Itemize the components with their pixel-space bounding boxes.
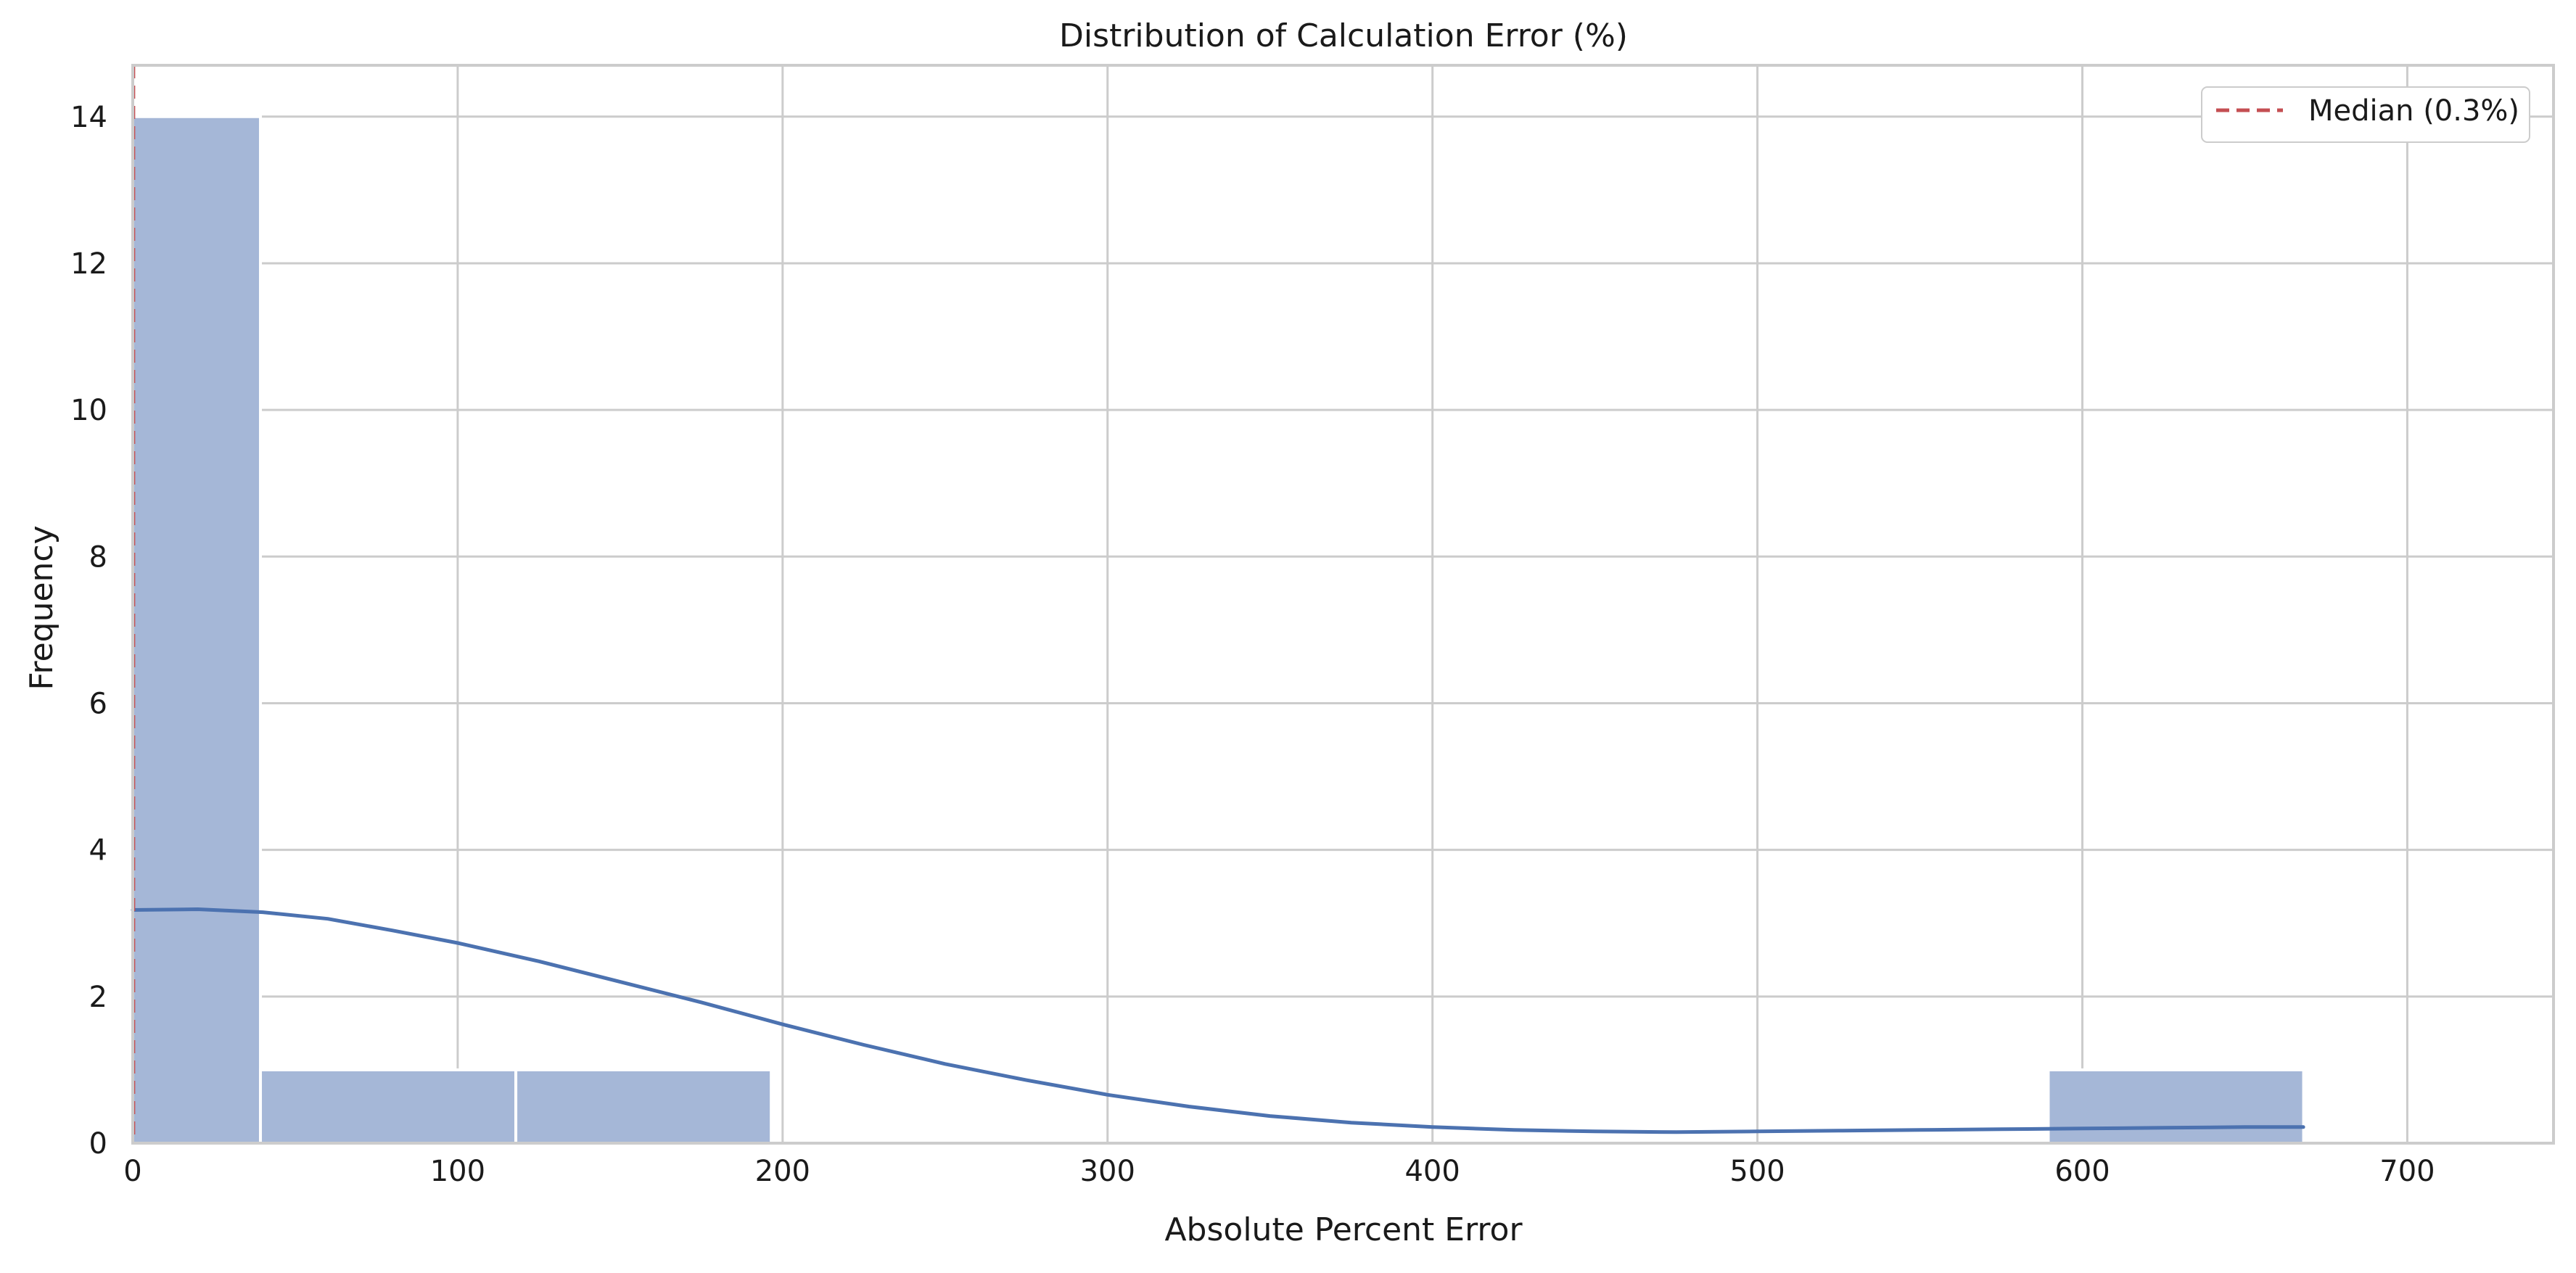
- kde-curve-group: [131, 907, 2305, 1134]
- y-tick-label-10: 10: [70, 394, 107, 427]
- x-tick-label-300: 300: [1080, 1155, 1135, 1188]
- histogram-bar-4: [2046, 1068, 2305, 1145]
- histogram-bar-1: [131, 115, 263, 1145]
- legend: Median (0.3%): [2201, 86, 2530, 143]
- plot-background: [133, 65, 2554, 1143]
- x-tick-label-500: 500: [1729, 1155, 1785, 1188]
- y-axis-title: Frequency: [23, 525, 60, 690]
- y-tick-label-14: 14: [70, 101, 107, 134]
- grid-lines: [131, 65, 2554, 1145]
- y-tick-label-2: 2: [89, 981, 107, 1014]
- x-tick-label-400: 400: [1404, 1155, 1460, 1188]
- y-tick-label-6: 6: [89, 687, 107, 720]
- tick-labels: 0 100 200 300 400 500 600 700 0 2 4 6 8 10 12 14: [70, 101, 2435, 1188]
- histogram-bar-2: [259, 1068, 518, 1145]
- x-axis-title: Absolute Percent Error: [1164, 1211, 1523, 1248]
- x-tick-label-100: 100: [430, 1155, 485, 1188]
- y-tick-label-0: 0: [89, 1127, 107, 1161]
- legend-box: [2201, 86, 2530, 143]
- y-tick-label-8: 8: [89, 540, 107, 574]
- histogram-bar-3: [514, 1068, 773, 1145]
- chart-title: Distribution of Calculation Error (%): [1059, 17, 1628, 54]
- legend-median-label: Median (0.3%): [2308, 94, 2519, 128]
- x-tick-label-600: 600: [2054, 1155, 2110, 1188]
- plot-border: [131, 64, 2555, 1145]
- kde-curve: [131, 907, 2305, 1134]
- x-tick-label-0: 0: [123, 1155, 141, 1188]
- x-tick-label-200: 200: [755, 1155, 810, 1188]
- y-tick-label-12: 12: [70, 247, 107, 281]
- histogram-bars: [131, 115, 2305, 1145]
- plot-frame: [131, 64, 2555, 1145]
- y-tick-label-4: 4: [89, 834, 107, 868]
- x-tick-label-700: 700: [2379, 1155, 2435, 1188]
